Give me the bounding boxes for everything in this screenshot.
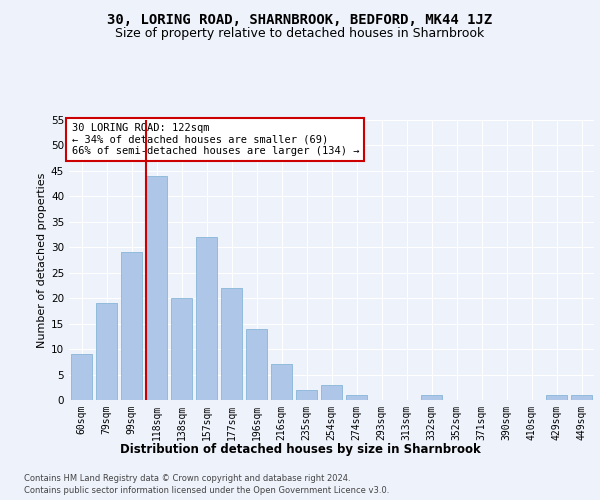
Text: 30, LORING ROAD, SHARNBROOK, BEDFORD, MK44 1JZ: 30, LORING ROAD, SHARNBROOK, BEDFORD, MK… [107,12,493,26]
Bar [221,288,242,400]
Bar [121,252,142,400]
Bar [321,384,342,400]
Text: Contains HM Land Registry data © Crown copyright and database right 2024.: Contains HM Land Registry data © Crown c… [24,474,350,483]
Y-axis label: Number of detached properties: Number of detached properties [37,172,47,348]
Bar [246,328,267,400]
Text: Contains public sector information licensed under the Open Government Licence v3: Contains public sector information licen… [24,486,389,495]
Bar [71,354,92,400]
Bar [346,395,367,400]
Bar [171,298,192,400]
Bar [296,390,317,400]
Text: 30 LORING ROAD: 122sqm
← 34% of detached houses are smaller (69)
66% of semi-det: 30 LORING ROAD: 122sqm ← 34% of detached… [71,123,359,156]
Bar [146,176,167,400]
Text: Size of property relative to detached houses in Sharnbrook: Size of property relative to detached ho… [115,28,485,40]
Bar [571,395,592,400]
Bar [271,364,292,400]
Text: Distribution of detached houses by size in Sharnbrook: Distribution of detached houses by size … [119,442,481,456]
Bar [96,304,117,400]
Bar [196,237,217,400]
Bar [546,395,567,400]
Bar [421,395,442,400]
